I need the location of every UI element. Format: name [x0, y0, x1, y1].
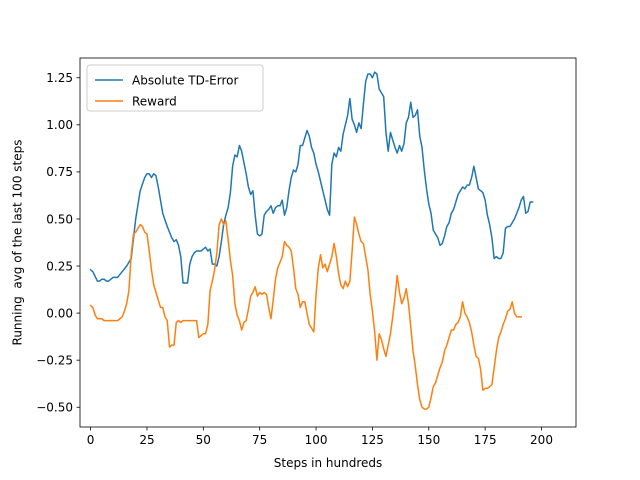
legend-label: Reward: [132, 94, 177, 108]
x-tick-label: 175: [474, 433, 497, 447]
y-ticks: −0.50 −0.25 0.00 0.25 0.50 0.75 1.00 1.25: [36, 71, 80, 415]
y-axis-label: Running avg of the last 100 steps: [11, 140, 25, 346]
y-tick-label: 1.25: [46, 71, 73, 85]
y-tick-label: 0.00: [46, 306, 73, 320]
x-tick-label: 100: [305, 433, 328, 447]
x-tick-label: 200: [530, 433, 553, 447]
x-axis-label: Steps in hundreds: [274, 456, 383, 470]
y-tick-label: −0.25: [36, 353, 73, 367]
legend-box: [86, 64, 264, 112]
y-tick-label: 0.50: [46, 212, 73, 226]
series-line-absolute-td-error: [89, 71, 534, 284]
x-tick-label: 75: [252, 433, 267, 447]
x-tick-label: 25: [139, 433, 154, 447]
plot-area: [89, 71, 534, 410]
x-tick-label: 125: [361, 433, 384, 447]
x-ticks: 0 25 50 75 100 125 150 175 200: [87, 427, 553, 447]
legend-label: Absolute TD-Error: [132, 73, 238, 87]
series-layer: [89, 71, 534, 410]
x-tick-label: 150: [417, 433, 440, 447]
y-tick-label: 0.25: [46, 259, 73, 273]
x-tick-label: 50: [196, 433, 211, 447]
series-line-reward: [89, 216, 522, 410]
axes-frame: [79, 57, 577, 428]
y-tick-label: 1.00: [46, 118, 73, 132]
y-tick-label: −0.50: [36, 401, 73, 415]
x-tick-label: 0: [87, 433, 95, 447]
legend: Absolute TD-Error Reward: [86, 64, 264, 112]
y-tick-label: 0.75: [46, 165, 73, 179]
